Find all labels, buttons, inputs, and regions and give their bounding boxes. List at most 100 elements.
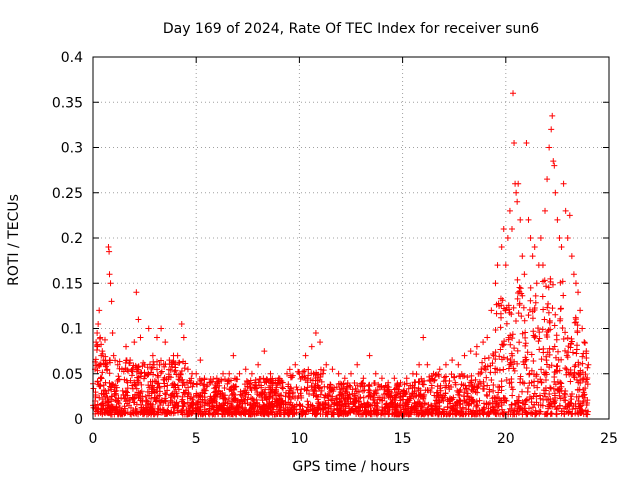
data-point xyxy=(505,334,512,341)
data-point xyxy=(403,380,410,387)
data-point xyxy=(516,300,523,307)
data-point xyxy=(542,393,549,400)
data-point xyxy=(583,355,590,362)
data-point xyxy=(440,397,447,404)
data-point xyxy=(551,322,558,329)
data-point xyxy=(152,389,159,396)
data-point xyxy=(541,411,548,418)
data-point xyxy=(561,411,568,418)
data-point xyxy=(94,401,101,408)
data-point xyxy=(327,381,334,388)
data-point xyxy=(503,320,510,327)
data-point xyxy=(523,365,530,372)
data-point xyxy=(102,379,109,386)
data-point xyxy=(102,361,109,368)
data-point xyxy=(247,384,254,391)
data-point xyxy=(456,397,463,404)
data-point xyxy=(242,366,249,373)
data-point xyxy=(169,363,176,370)
data-point xyxy=(305,408,312,415)
data-point xyxy=(508,350,515,357)
data-point xyxy=(137,397,144,404)
data-point xyxy=(337,398,344,405)
data-point xyxy=(528,351,535,358)
data-point xyxy=(283,389,290,396)
data-point xyxy=(549,305,556,312)
data-point xyxy=(260,406,267,413)
data-point xyxy=(547,278,554,285)
data-point xyxy=(305,366,312,373)
data-point xyxy=(431,392,438,399)
data-point xyxy=(255,379,262,386)
data-point xyxy=(473,384,480,391)
data-point xyxy=(109,330,116,337)
data-point xyxy=(266,389,273,396)
data-point xyxy=(202,399,209,406)
data-point xyxy=(310,407,317,414)
data-point xyxy=(484,410,491,417)
data-point xyxy=(371,380,378,387)
data-point xyxy=(527,284,534,291)
data-point xyxy=(171,393,178,400)
data-point xyxy=(224,410,231,417)
data-point xyxy=(244,396,251,403)
data-point xyxy=(562,403,569,410)
data-point xyxy=(482,363,489,370)
data-point xyxy=(508,379,515,386)
data-point xyxy=(431,400,438,407)
data-point xyxy=(461,352,468,359)
data-point xyxy=(344,384,351,391)
y-tick-label: 0.3 xyxy=(61,141,83,157)
data-point xyxy=(455,361,462,368)
data-point xyxy=(490,387,497,394)
data-point xyxy=(329,366,336,373)
data-point xyxy=(341,375,348,382)
data-point xyxy=(393,391,400,398)
data-point xyxy=(531,378,538,385)
data-point xyxy=(571,319,578,326)
data-point xyxy=(536,410,543,417)
data-point xyxy=(238,392,245,399)
data-point xyxy=(554,386,561,393)
data-point xyxy=(512,317,519,324)
data-point xyxy=(534,384,541,391)
data-point xyxy=(168,409,175,416)
data-point xyxy=(322,401,329,408)
data-point xyxy=(409,383,416,390)
data-point xyxy=(174,352,181,359)
data-point xyxy=(157,370,164,377)
data-point xyxy=(542,207,549,214)
data-point xyxy=(428,384,435,391)
data-point xyxy=(529,253,536,260)
data-point xyxy=(247,410,254,417)
data-point xyxy=(461,389,468,396)
data-point xyxy=(187,379,194,386)
data-point xyxy=(124,379,131,386)
data-point xyxy=(134,408,141,415)
data-point xyxy=(515,180,522,187)
data-point xyxy=(220,370,227,377)
data-point xyxy=(523,411,530,418)
data-point xyxy=(409,370,416,377)
data-point xyxy=(105,244,112,251)
data-point xyxy=(575,397,582,404)
data-point xyxy=(573,376,580,383)
data-point xyxy=(325,409,332,416)
data-point xyxy=(161,363,168,370)
data-point xyxy=(306,390,313,397)
data-point xyxy=(540,306,547,313)
data-point xyxy=(151,394,158,401)
data-point xyxy=(119,387,126,394)
data-point xyxy=(564,354,571,361)
data-point xyxy=(448,371,455,378)
data-point xyxy=(221,384,228,391)
x-axis-ticks: 0 5 10 15 20 25 xyxy=(89,57,618,447)
data-point xyxy=(284,370,291,377)
data-point xyxy=(338,381,345,388)
data-point xyxy=(459,404,466,411)
data-point xyxy=(551,392,558,399)
data-point xyxy=(393,411,400,418)
data-point xyxy=(116,376,123,383)
data-point xyxy=(572,314,579,321)
data-point xyxy=(519,253,526,260)
